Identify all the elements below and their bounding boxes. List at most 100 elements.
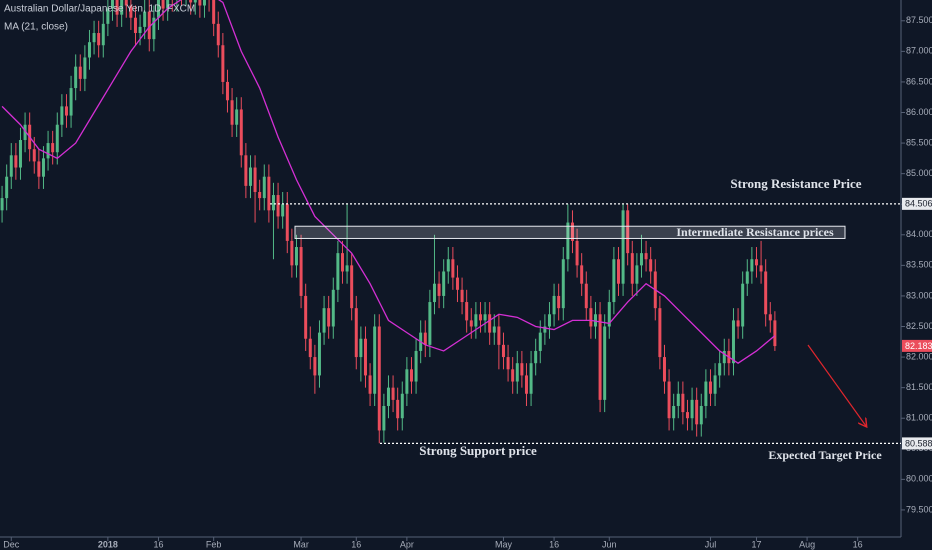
candle-body	[55, 124, 59, 153]
price-tag	[902, 339, 932, 352]
candle-body	[345, 265, 349, 272]
target-arrow	[807, 344, 866, 426]
y-tick-label: 83.000	[906, 290, 932, 300]
candle-body	[115, 0, 119, 15]
candle-body	[736, 320, 740, 327]
candle-body	[253, 167, 257, 192]
candle-body	[469, 320, 473, 327]
candle-body	[400, 393, 404, 419]
candle-body	[437, 283, 441, 296]
candle-body	[60, 106, 64, 125]
candle-body	[515, 363, 519, 382]
candle-body	[662, 357, 666, 382]
candle-body	[391, 387, 395, 400]
x-tick-label: Feb	[206, 539, 222, 549]
candle-body	[745, 271, 749, 284]
x-tick-label: 2018	[98, 539, 118, 549]
candle-body	[152, 17, 156, 40]
candle-body	[478, 314, 482, 321]
candle-body	[225, 81, 229, 101]
target-label: Expected Target Price	[768, 448, 882, 462]
candle-body	[386, 387, 390, 406]
candle-body	[156, 0, 160, 18]
candle-body	[18, 140, 22, 168]
candle-body	[281, 204, 285, 217]
y-tick-label: 82.000	[906, 351, 932, 361]
candle-body	[5, 176, 9, 199]
y-tick-label: 85.000	[906, 168, 932, 178]
candle-body	[501, 344, 505, 358]
price-tag-label: 84.506	[905, 199, 932, 209]
candle-body	[708, 381, 712, 394]
candle-body	[612, 259, 616, 303]
candle-body	[290, 240, 294, 266]
candle-body	[621, 210, 625, 284]
candle-body	[193, 0, 197, 3]
candle-body	[658, 308, 662, 358]
candle-body	[78, 66, 82, 79]
candle-body	[695, 399, 699, 425]
candle-body	[267, 176, 271, 211]
candle-body	[147, 11, 151, 40]
candle-body	[133, 17, 137, 34]
candle-body	[672, 405, 676, 419]
y-tick-label: 87.000	[906, 46, 932, 56]
candle-body	[722, 350, 726, 364]
candle-body	[405, 369, 409, 394]
candle-body	[92, 33, 96, 43]
candle-body	[524, 375, 528, 394]
candle-body	[764, 271, 768, 315]
candle-body	[529, 363, 533, 394]
candle-body	[51, 143, 55, 153]
x-tick-label: 16	[351, 539, 361, 549]
ma-line	[1, 0, 776, 364]
candle-body	[37, 161, 41, 177]
candle-body	[239, 109, 243, 156]
x-tick-label: 16	[153, 539, 163, 549]
candle-body	[354, 308, 358, 358]
x-tick-label: Aug	[799, 539, 815, 549]
candle-body	[308, 338, 312, 358]
candle-body	[506, 357, 510, 370]
candle-body	[446, 259, 450, 272]
candle-body	[584, 283, 588, 309]
price-tag	[902, 437, 932, 450]
candle-body	[23, 124, 27, 141]
candle-body	[262, 176, 266, 199]
candle-body	[699, 405, 703, 425]
candle-body	[547, 314, 551, 327]
x-tick-label: Jul	[705, 539, 717, 549]
candle-body	[616, 259, 620, 284]
y-tick-label: 86.000	[906, 107, 932, 117]
candle-body	[557, 295, 561, 309]
candle-body	[248, 167, 252, 186]
candle-body	[442, 271, 446, 296]
candle-body	[294, 247, 298, 266]
candle-body	[143, 11, 147, 27]
candle-body	[327, 308, 331, 327]
candle-body	[110, 0, 114, 9]
candle-body	[511, 369, 515, 382]
candle-body	[235, 109, 239, 125]
price-tag	[902, 197, 932, 210]
candle-body	[74, 66, 78, 89]
candle-body	[497, 326, 501, 345]
candle-body	[198, 0, 202, 6]
candle-body	[9, 155, 13, 177]
candle-body	[768, 314, 772, 321]
indicator-label: MA (21, close)	[4, 22, 68, 33]
candle-body	[561, 259, 565, 309]
y-tick-label: 80.000	[906, 474, 932, 484]
x-tick-label: May	[495, 539, 513, 549]
candle-body	[106, 8, 110, 24]
candle-body	[83, 57, 87, 79]
candle-body	[336, 253, 340, 290]
candle-body	[731, 320, 735, 364]
candle-body	[230, 100, 234, 125]
candle-body	[580, 265, 584, 284]
candle-body	[363, 338, 367, 376]
candle-body	[552, 295, 556, 315]
candle-body	[377, 326, 381, 431]
candle-body	[304, 295, 308, 339]
